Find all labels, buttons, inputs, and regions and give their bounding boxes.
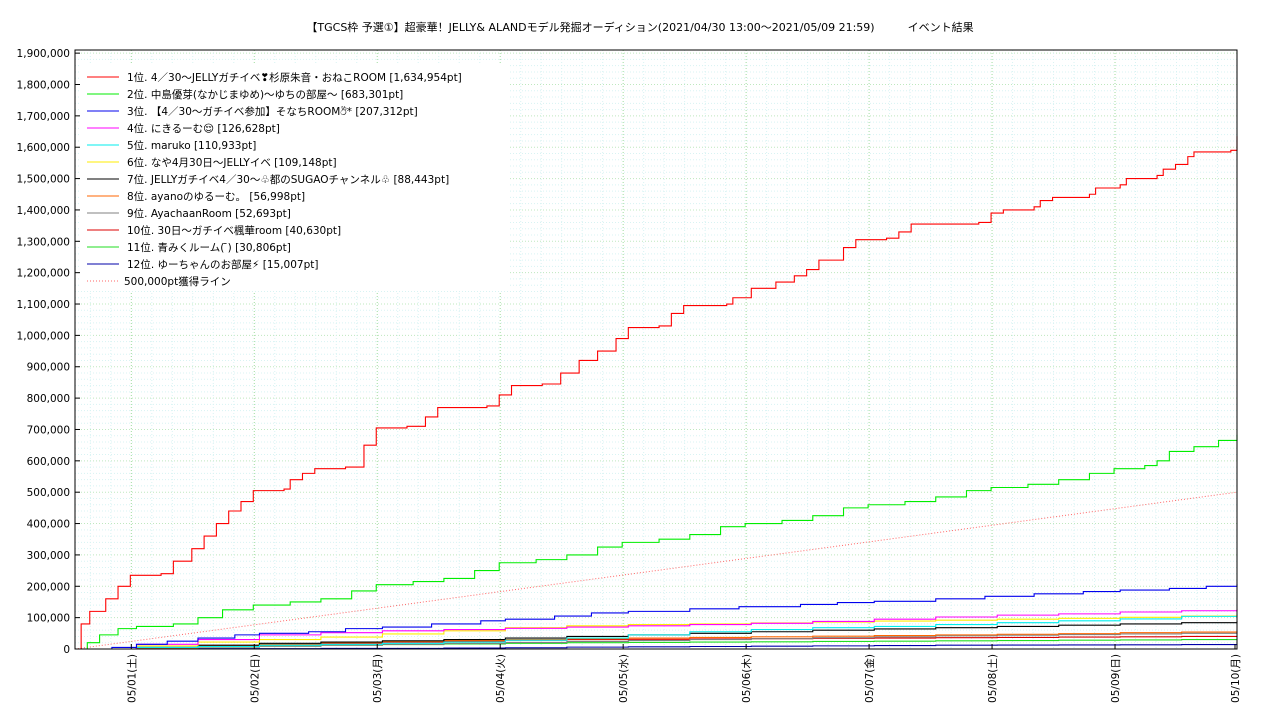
plot-frame (74, 49, 1238, 650)
legend-box (80, 63, 508, 291)
legend-label: 1位. 4／30〜JELLYガチイベ❣杉原朱音・おねこROOM [1,634,9… (127, 71, 462, 84)
y-tick-label: 1,400,000 (17, 205, 70, 217)
x-tick-label: 05/03(月) (372, 654, 384, 703)
y-tick-label: 1,500,000 (17, 174, 70, 186)
y-tick-label: 900,000 (27, 362, 70, 374)
y-tick-label: 1,600,000 (17, 142, 70, 154)
legend-label: 500,000pt獲得ライン (124, 275, 231, 288)
y-tick-label: 1,900,000 (17, 48, 70, 60)
legend-label: 11位. 青みくルーム( ̄) [30,806pt] (127, 241, 291, 254)
series-line-13 (74, 491, 1238, 650)
legend-label: 3位. 【4／30〜ガチイベ参加】そなちROOMඊ* [207,312pt] (127, 105, 418, 118)
legend-label: 4位. にきるーむ😌 [126,628pt] (127, 122, 280, 135)
x-tick-label: 05/04(火) (495, 654, 507, 703)
x-tick-label: 05/06(木) (741, 654, 753, 703)
x-tick-label: 05/05(水) (618, 654, 630, 703)
y-tick-label: 600,000 (27, 456, 70, 468)
y-tick-label: 1,200,000 (17, 268, 70, 280)
series-line-6 (75, 614, 1238, 650)
reference-line-layer (74, 491, 1238, 650)
x-tick-label: 05/09(日) (1110, 654, 1122, 703)
series-line-4 (75, 609, 1238, 650)
y-axis: 0 100,000 200,000 300,000 400,000 500,000 600,… (17, 48, 80, 656)
series-line-1 (75, 136, 1238, 650)
x-tick-label: 05/02(日) (249, 654, 261, 703)
legend-label: 7位. JELLYガチイベ4／30〜♧都のSUGAOチャンネル♧ [88,443… (127, 173, 449, 186)
series-line-2 (75, 434, 1238, 650)
series-line-12 (75, 644, 1238, 650)
y-tick-label: 1,100,000 (17, 299, 70, 311)
x-axis: 05/01(土) 05/02(日) 05/03(月) 05/04(火) 05/05(水)… (125, 644, 1242, 703)
y-tick-label: 100,000 (27, 613, 70, 625)
series-line-5 (75, 614, 1238, 650)
legend-label: 8位. ayanoのゆるーむ。 [56,998pt] (127, 190, 305, 203)
legend-label: 6位. なや4月30日〜JELLYイベ [109,148pt] (127, 156, 337, 169)
y-tick-label: 1,000,000 (17, 330, 70, 342)
legend-label: 9位. AyachaanRoom [52,693pt] (127, 207, 291, 220)
x-tick-label: 05/01(土) (125, 654, 138, 703)
y-tick-label: 400,000 (27, 519, 70, 531)
y-tick-label: 1,300,000 (17, 236, 70, 248)
x-tick-label: 05/10(月) (1230, 654, 1242, 703)
y-tick-label: 200,000 (27, 581, 70, 593)
y-tick-label: 500,000 (27, 487, 70, 499)
series-layer (75, 136, 1238, 650)
y-tick-label: 1,800,000 (17, 79, 70, 91)
legend: 1位. 4／30〜JELLYガチイベ❣杉原朱音・おねこROOM [1,634,9… (80, 63, 508, 291)
x-tick-label: 05/08(土) (986, 654, 999, 703)
y-tick-label: 300,000 (27, 550, 70, 562)
y-tick-label: 1,700,000 (17, 111, 70, 123)
y-tick-label: 800,000 (27, 393, 70, 405)
legend-label: 10位. 30日〜ガチイベ楓華room [40,630pt] (127, 224, 341, 237)
series-line-3 (75, 583, 1238, 650)
y-tick-label: 0 (63, 644, 70, 656)
series-line-8 (75, 631, 1238, 650)
legend-label: 5位. maruko [110,933pt] (127, 139, 256, 152)
chart-title: 【TGCS枠 予選①】超豪華！JELLY& ALANDモデル発掘オーディション(… (306, 21, 974, 34)
legend-label: 12位. ゆーちゃんのお部屋⚡ [15,007pt] (127, 258, 318, 271)
legend-label: 2位. 中島優芽(なかじまゆめ)〜ゆちの部屋〜 [683,301pt] (127, 88, 403, 101)
y-tick-label: 700,000 (27, 424, 70, 436)
x-tick-label: 05/07(金) (863, 654, 876, 703)
